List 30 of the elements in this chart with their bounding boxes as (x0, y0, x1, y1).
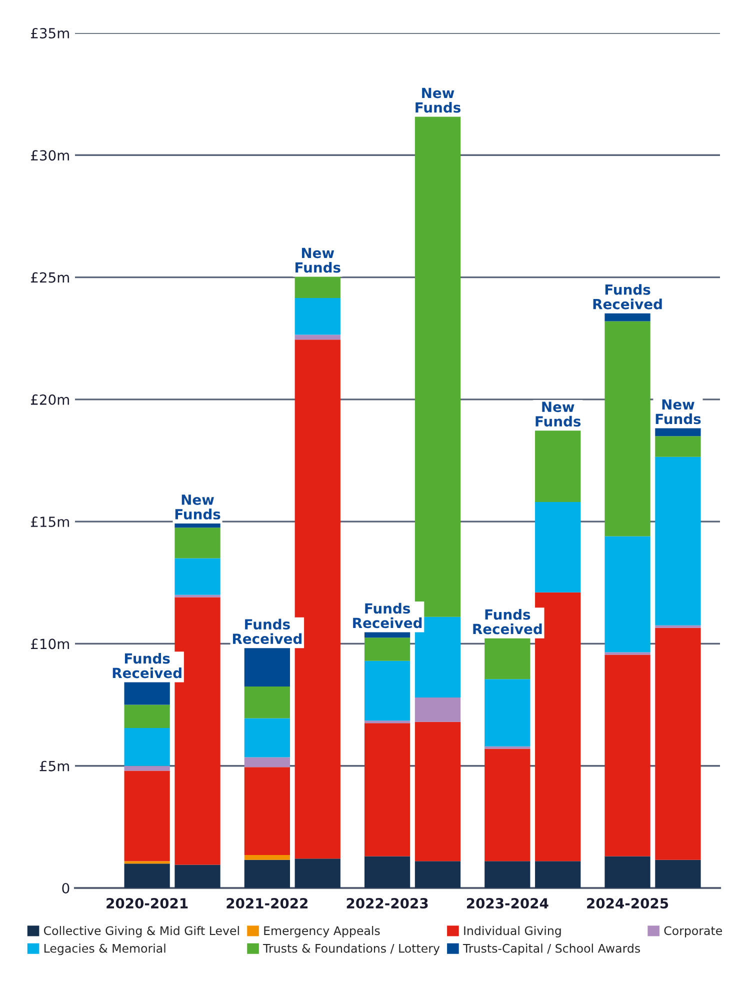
legend-label: Emergency Appeals (264, 926, 380, 938)
legend-label: Individual Giving (464, 926, 561, 938)
x-tick-label: 2020-2021 (106, 898, 188, 909)
annotation: Funds Received (593, 284, 662, 310)
legend-label: Trusts-Capital / School Awards (462, 944, 640, 956)
annotation: Funds Received (353, 602, 422, 628)
y-tick-label: £30m (30, 150, 69, 161)
annotation: New Funds (536, 402, 581, 427)
annotation: New Funds (175, 494, 220, 520)
y-tick-label: £20m (30, 394, 69, 405)
x-tick-label: 2023-2024 (466, 898, 548, 909)
annotation: New Funds (416, 88, 460, 113)
annotation: Funds Received (112, 652, 182, 678)
legend-label: Collective Giving & Mid Gift Level (44, 926, 239, 938)
y-tick-label: £10m (30, 638, 69, 650)
legend-label: Corporate (664, 926, 722, 938)
legend-label: Trusts & Foundations / Lottery (263, 944, 440, 956)
y-tick-label: £15m (30, 516, 69, 528)
annotation: New Funds (296, 248, 340, 273)
y-tick-label: £35m (30, 28, 69, 38)
x-tick-label: 2022-2023 (346, 898, 428, 909)
y-tick-label: 0 (62, 882, 70, 894)
x-tick-label: 2024-2025 (587, 898, 668, 909)
y-tick-label: £5m (40, 760, 69, 772)
annotation: Funds Received (473, 609, 542, 634)
legend-label: Legacies & Memorial (44, 944, 166, 956)
annotation: New Funds (656, 399, 701, 424)
y-tick-label: £25m (30, 272, 69, 283)
x-tick-label: 2021-2022 (226, 898, 308, 909)
annotation: Funds Received (232, 618, 302, 644)
